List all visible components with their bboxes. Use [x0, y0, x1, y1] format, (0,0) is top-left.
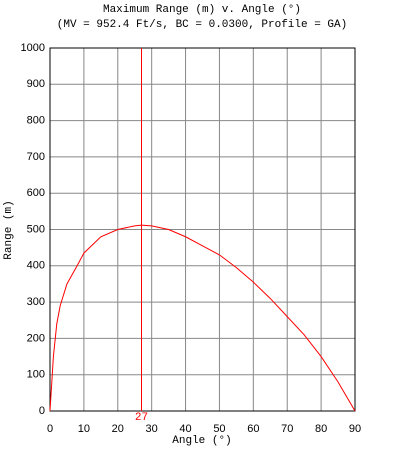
x-tick-label: 70: [281, 423, 293, 435]
marker-label: 27: [135, 412, 148, 424]
plot-frame: [49, 47, 356, 412]
x-tick-label: 90: [349, 423, 361, 435]
x-tick-label: 0: [47, 423, 53, 435]
y-tick-label: 500: [27, 223, 45, 235]
x-tick-label: 40: [179, 423, 191, 435]
y-tick-label: 300: [27, 296, 45, 308]
range-line: [49, 224, 356, 412]
x-tick-label: 50: [213, 423, 225, 435]
y-tick-label: 900: [27, 78, 45, 90]
x-tick-label: 10: [78, 423, 90, 435]
x-tick-label: 30: [146, 423, 158, 435]
x-tick-label: 60: [247, 423, 259, 435]
chart-subtitle: (MV = 952.4 Ft/s, BC = 0.0300, Profile =…: [57, 19, 347, 31]
y-axis-label: Range (m): [3, 200, 15, 259]
y-tick-label: 800: [27, 115, 45, 127]
x-tick-label: 20: [112, 423, 124, 435]
y-tick-label: 700: [27, 151, 45, 163]
y-tick-label: 0: [39, 405, 45, 417]
y-tick-label: 400: [27, 260, 45, 272]
y-tick-label: 100: [27, 369, 45, 381]
x-axis-label: Angle (°): [172, 435, 231, 447]
y-tick-label: 600: [27, 187, 45, 199]
y-tick-label: 1000: [21, 42, 45, 54]
y-tick-label: 200: [27, 332, 45, 344]
chart-title: Maximum Range (m) v. Angle (°): [103, 4, 301, 16]
x-tick-label: 80: [315, 423, 327, 435]
